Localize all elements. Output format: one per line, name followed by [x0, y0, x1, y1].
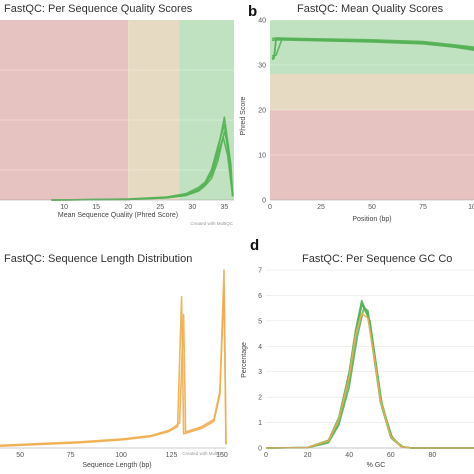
panel-b-x-tick-0: 0	[268, 204, 272, 211]
panel-a-series-3	[51, 136, 234, 201]
panel-d-x-tick-1: 20	[304, 452, 312, 459]
panel-a-zone-0	[0, 20, 129, 200]
panel-c-credit: Created with MultiQC	[182, 451, 226, 456]
panel-b-zone-2	[270, 20, 474, 74]
panel-a-quality-scores: FastQC: Per Sequence Quality Scores 10 15…	[0, 3, 234, 226]
panel-c-x-tick-3: 125	[166, 452, 178, 459]
panel-c-x-tick-0: 50	[16, 452, 24, 459]
panel-d-y-tick-5: 5	[258, 318, 262, 325]
panel-d-y-tick-7: 7	[258, 268, 262, 275]
panel-a-title: FastQC: Per Sequence Quality Scores	[4, 3, 193, 15]
panel-d-title: FastQC: Per Sequence GC Co	[302, 253, 452, 265]
panel-c-x-label: Sequence Length (bp)	[82, 462, 151, 469]
panel-c-x-tick-2: 100	[115, 452, 127, 459]
panel-d-x-tick-0: 0	[264, 452, 268, 459]
panel-b-x-tick-2: 50	[368, 204, 376, 211]
panel-d-y-label: Percentage	[241, 342, 248, 378]
panel-b-series-4	[271, 37, 474, 57]
panel-b-y-label: Phred Score	[240, 96, 247, 135]
panel-d-y-tick-3: 3	[258, 369, 262, 376]
panel-d-series-3	[265, 302, 474, 449]
panel-b-series-2	[271, 37, 474, 48]
panel-d-y-tick-2: 2	[258, 395, 262, 402]
panel-d-y-tick-1: 1	[258, 420, 262, 427]
panel-a-x-tick-5: 35	[220, 204, 228, 211]
panel-d-series-2	[265, 307, 474, 449]
panel-b-y-tick-4: 40	[258, 18, 266, 25]
panel-c-title: FastQC: Sequence Length Distribution	[4, 253, 192, 265]
panel-d-series-4	[265, 312, 474, 449]
panel-b-x-tick-3: 75	[419, 204, 427, 211]
panel-d-y-tick-4: 4	[258, 344, 262, 351]
panel-d-x-tick-3: 60	[387, 452, 395, 459]
panel-b-title: FastQC: Mean Quality Scores	[297, 3, 444, 15]
panel-a-x-tick-4: 30	[188, 204, 196, 211]
panel-b-x-tick-4: 100	[468, 204, 474, 211]
panel-d-gc-content: d FastQC: Per Sequence GC Co 0 20 40 60 80 0 1…	[241, 237, 474, 469]
panel-c-x-tick-4: 150	[216, 452, 228, 459]
panel-b-y-tick-3: 30	[258, 63, 266, 70]
panel-d-x-tick-2: 40	[345, 452, 353, 459]
panel-d-x-tick-4: 80	[429, 452, 437, 459]
panel-c-x-tick-1: 75	[67, 452, 75, 459]
panel-b-x-tick-1: 25	[317, 204, 325, 211]
panel-a-x-tick-3: 25	[156, 204, 164, 211]
panel-b-zone-1	[270, 74, 474, 110]
panel-b-x-label: Position (bp)	[352, 216, 391, 223]
panel-b-y-tick-2: 20	[258, 108, 266, 115]
panel-a-x-label: Mean Sequence Quality (Phred Score)	[58, 212, 178, 219]
panel-b-mean-quality: b FastQC: Mean Quality Scores 0255075100…	[240, 3, 474, 223]
panel-a-zone-1	[128, 20, 180, 200]
panel-a-x-tick-0: 10	[60, 204, 68, 211]
panel-a-zone-2	[179, 20, 234, 200]
panel-c-series-0	[0, 269, 227, 447]
panel-d-y-tick-0: 0	[258, 446, 262, 453]
panel-a-x-tick-2: 20	[124, 204, 132, 211]
panel-c-length-distribution: FastQC: Sequence Length Distribution 50 7…	[0, 253, 228, 469]
panel-a-credit: Created with MultiQC	[190, 221, 234, 226]
panel-d-letter: d	[250, 237, 259, 254]
panel-b-letter: b	[248, 3, 257, 20]
panel-b-y-tick-0: 0	[262, 198, 266, 205]
panel-b-y-tick-1: 10	[258, 153, 266, 160]
panel-d-y-tick-6: 6	[258, 293, 262, 300]
panel-d-x-label: % GC	[367, 462, 386, 469]
panel-c-series-1	[0, 287, 227, 447]
panel-a-x-tick-1: 15	[92, 204, 100, 211]
